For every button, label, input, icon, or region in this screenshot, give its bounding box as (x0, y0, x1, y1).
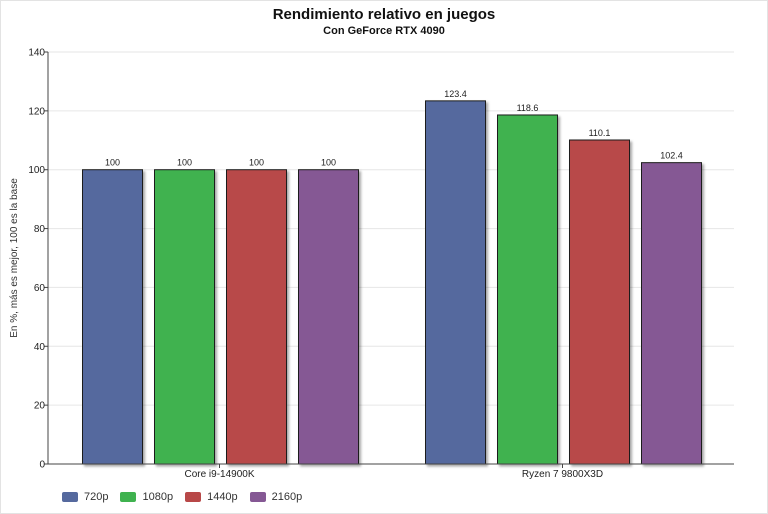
bar-2160p-1 (641, 162, 702, 465)
legend-item-1080p[interactable]: 1080p (120, 491, 173, 503)
bar-value-label: 102.4 (660, 151, 683, 161)
y-tick-label: 120 (28, 106, 45, 117)
bar-value-label: 100 (321, 158, 336, 168)
y-axis-label: En %, más es mejor, 100 es la base (9, 178, 20, 338)
chart-title: Rendimiento relativo en juegos (272, 6, 496, 23)
axes: 0 20 40 60 80 100 120 140 Core i9-14900K Ryzen 7 … (28, 48, 734, 480)
legend-label: 2160p (271, 491, 303, 503)
bar-1080p-1 (497, 114, 558, 465)
y-tick-label: 140 (28, 48, 45, 59)
bar-720p-1 (425, 100, 486, 465)
chart-subtitle: Con GeForce RTX 4090 (323, 25, 445, 37)
x-tick-label: Core i9-14900K (184, 469, 254, 480)
legend-label: 1080p (142, 491, 174, 503)
gridlines (48, 51, 734, 406)
y-tick-label: 40 (34, 342, 46, 353)
legend-item-720p[interactable]: 720p (62, 491, 108, 503)
bars: 100 100 100 100 123.4 118.6 110.1 102.4 (82, 89, 702, 465)
bar-1440p-1 (569, 139, 630, 465)
legend-item-2160p[interactable]: 2160p (249, 491, 303, 503)
y-tick-label: 100 (28, 165, 45, 176)
legend-item-1440p[interactable]: 1440p (185, 491, 238, 503)
bar-720p-0 (82, 169, 143, 465)
y-tick-label: 60 (34, 283, 46, 294)
legend-swatch (185, 492, 202, 502)
x-tick-label: Ryzen 7 9800X3D (522, 469, 603, 480)
legend: 720p 1080p 1440p 2160p (62, 491, 304, 503)
y-tick-label: 80 (34, 224, 46, 235)
bar-value-label: 100 (177, 158, 192, 168)
bar-value-label: 110.1 (589, 128, 611, 138)
legend-label: 1440p (207, 491, 238, 503)
legend-swatch (120, 492, 137, 502)
bar-1080p-0 (154, 169, 215, 465)
y-tick-label: 0 (39, 460, 45, 471)
bar-value-label: 100 (249, 158, 264, 168)
bar-value-label: 100 (105, 158, 120, 168)
y-tick-label: 20 (34, 401, 46, 412)
bar-value-label: 118.6 (517, 103, 539, 113)
bar-2160p-0 (298, 169, 359, 465)
legend-swatch (249, 492, 266, 502)
legend-swatch (62, 492, 78, 502)
legend-label: 720p (84, 491, 109, 503)
bar-1440p-0 (226, 169, 287, 465)
bar-value-label: 123.4 (444, 89, 467, 99)
